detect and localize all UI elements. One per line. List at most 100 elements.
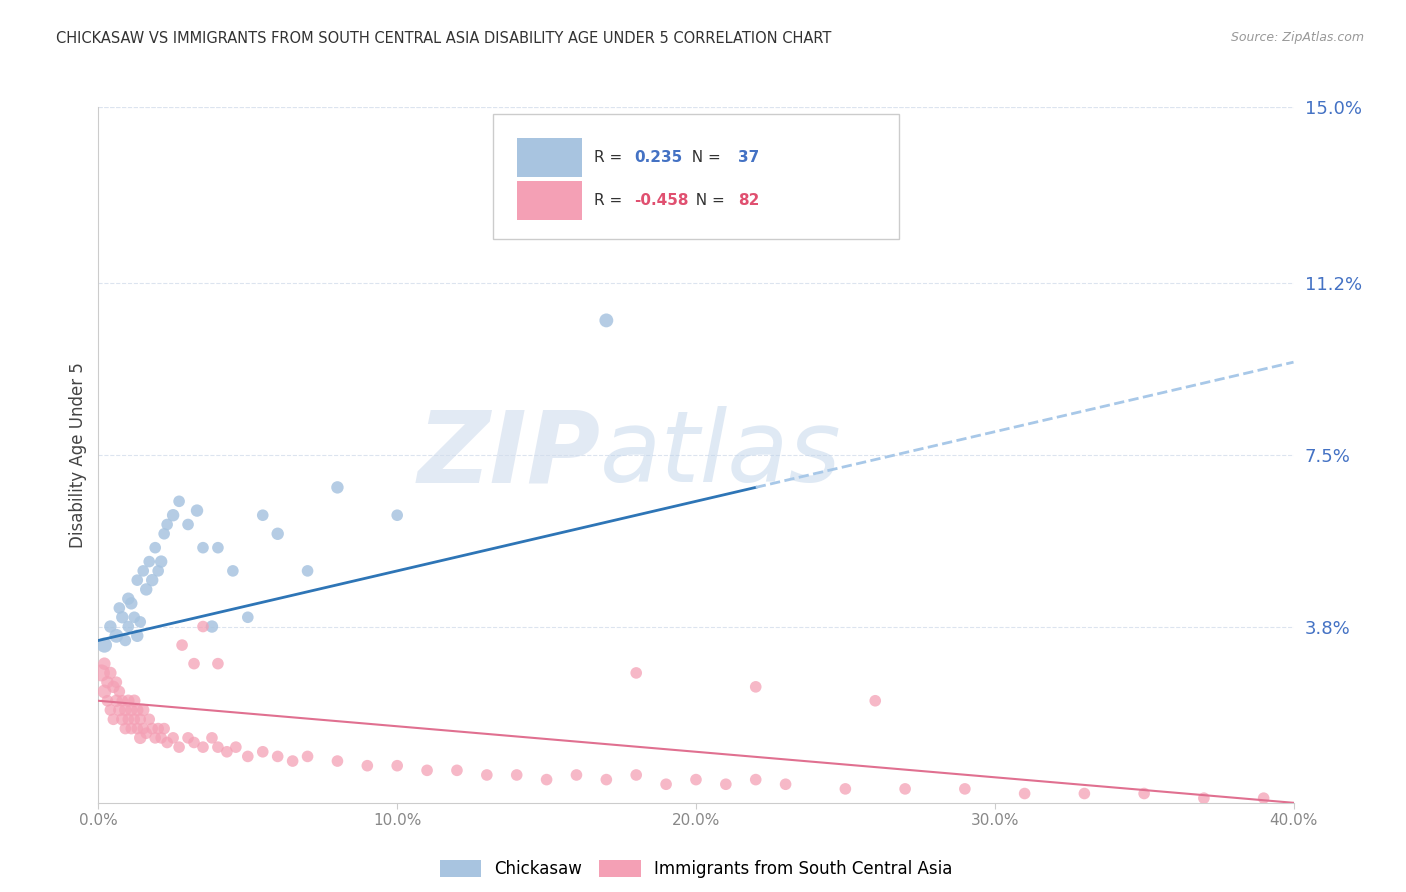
Point [177,731,200,745]
Point [105,694,128,708]
Point [506,768,529,782]
Point [114,633,136,648]
Point [162,508,184,523]
Point [252,745,274,759]
Text: 37: 37 [738,150,759,165]
Point [120,596,142,610]
Point [132,722,155,736]
Point [96,675,118,690]
Point [114,703,136,717]
Point [127,722,149,736]
Point [475,768,498,782]
Bar [517,181,582,219]
Point [148,564,170,578]
Point [127,703,149,717]
Point [236,610,259,624]
Point [834,781,856,796]
Point [1133,787,1156,801]
Point [138,712,160,726]
Point [297,564,319,578]
Point [103,712,125,726]
Point [225,740,247,755]
Point [135,582,157,597]
Point [326,754,349,768]
Point [167,494,190,508]
Point [267,526,290,541]
Point [93,684,115,698]
Point [385,508,409,523]
Point [167,740,190,755]
Point [714,777,737,791]
Point [93,657,115,671]
Text: R =: R = [595,150,627,165]
Point [655,777,678,791]
Point [156,517,179,532]
Point [111,712,134,726]
Point [129,615,152,629]
Point [120,722,142,736]
Point [775,777,797,791]
Point [894,781,917,796]
Text: R =: R = [595,194,627,209]
Point [267,749,290,764]
Text: ZIP: ZIP [418,407,600,503]
Point [215,745,238,759]
Text: atlas: atlas [600,407,842,503]
Y-axis label: Disability Age Under 5: Disability Age Under 5 [69,362,87,548]
Point [565,768,588,782]
Point [90,665,112,680]
Point [117,694,139,708]
Point [108,684,131,698]
Point [183,657,205,671]
Point [124,610,146,624]
Point [153,722,176,736]
Point [172,638,194,652]
Point [595,313,617,327]
Point [108,703,131,717]
Point [150,555,173,569]
Point [297,749,319,764]
Point [191,619,214,633]
Point [865,694,887,708]
Point [252,508,274,523]
Point [953,781,976,796]
Point [1073,787,1095,801]
Point [143,541,166,555]
Point [207,541,229,555]
Point [281,754,304,768]
Point [1014,787,1036,801]
Point [156,735,179,749]
Point [356,758,378,772]
Point [105,629,128,643]
Point [117,619,139,633]
Point [236,749,259,764]
Text: CHICKASAW VS IMMIGRANTS FROM SOUTH CENTRAL ASIA DISABILITY AGE UNDER 5 CORRELATI: CHICKASAW VS IMMIGRANTS FROM SOUTH CENTR… [56,31,831,46]
Point [446,764,468,778]
Point [124,712,146,726]
Point [385,758,409,772]
Point [98,619,122,633]
FancyBboxPatch shape [494,114,900,239]
Point [745,772,768,787]
Point [98,703,122,717]
Point [624,768,647,782]
Point [96,694,118,708]
Point [143,731,166,745]
Point [1192,791,1215,805]
Point [127,573,149,587]
Point [141,573,163,587]
Point [114,722,136,736]
Point [201,619,224,633]
Point [132,703,155,717]
Point [595,772,617,787]
Point [129,712,152,726]
Point [111,694,134,708]
Point [222,564,245,578]
Point [124,694,146,708]
Bar [517,138,582,177]
Text: N =: N = [686,194,730,209]
Point [98,665,122,680]
Point [105,675,128,690]
Point [153,526,176,541]
Point [138,555,160,569]
